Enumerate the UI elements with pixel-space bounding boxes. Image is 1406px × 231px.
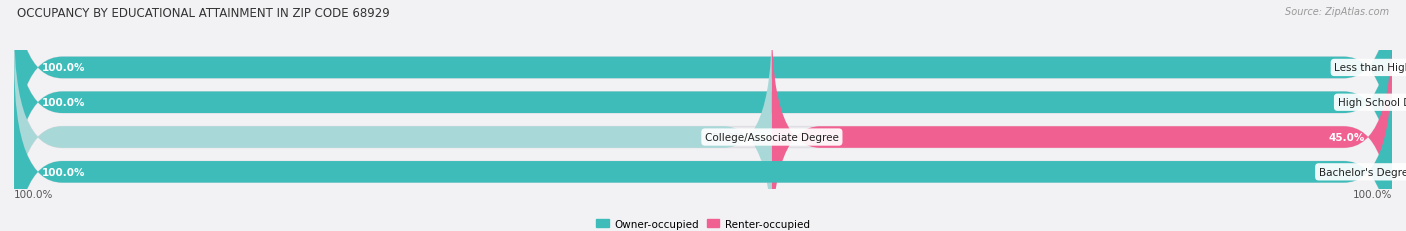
FancyBboxPatch shape bbox=[14, 61, 1392, 231]
FancyBboxPatch shape bbox=[14, 27, 772, 231]
Legend: Owner-occupied, Renter-occupied: Owner-occupied, Renter-occupied bbox=[592, 215, 814, 231]
FancyBboxPatch shape bbox=[14, 0, 1392, 179]
FancyBboxPatch shape bbox=[772, 27, 1392, 231]
FancyBboxPatch shape bbox=[14, 0, 1392, 213]
Text: 100.0%: 100.0% bbox=[14, 189, 53, 199]
FancyBboxPatch shape bbox=[14, 27, 1392, 231]
FancyBboxPatch shape bbox=[14, 0, 1392, 213]
Text: 100.0%: 100.0% bbox=[1353, 189, 1392, 199]
Text: Bachelor's Degree or higher: Bachelor's Degree or higher bbox=[1319, 167, 1406, 177]
Text: 100.0%: 100.0% bbox=[42, 167, 86, 177]
Text: High School Diploma: High School Diploma bbox=[1337, 98, 1406, 108]
Text: 55.0%: 55.0% bbox=[711, 132, 744, 143]
FancyBboxPatch shape bbox=[14, 0, 1392, 179]
Text: 100.0%: 100.0% bbox=[42, 98, 86, 108]
Text: 45.0%: 45.0% bbox=[1329, 132, 1364, 143]
Text: Less than High School: Less than High School bbox=[1334, 63, 1406, 73]
Text: Source: ZipAtlas.com: Source: ZipAtlas.com bbox=[1285, 7, 1389, 17]
Text: OCCUPANCY BY EDUCATIONAL ATTAINMENT IN ZIP CODE 68929: OCCUPANCY BY EDUCATIONAL ATTAINMENT IN Z… bbox=[17, 7, 389, 20]
Text: College/Associate Degree: College/Associate Degree bbox=[704, 132, 839, 143]
Text: 100.0%: 100.0% bbox=[42, 63, 86, 73]
FancyBboxPatch shape bbox=[14, 61, 1392, 231]
